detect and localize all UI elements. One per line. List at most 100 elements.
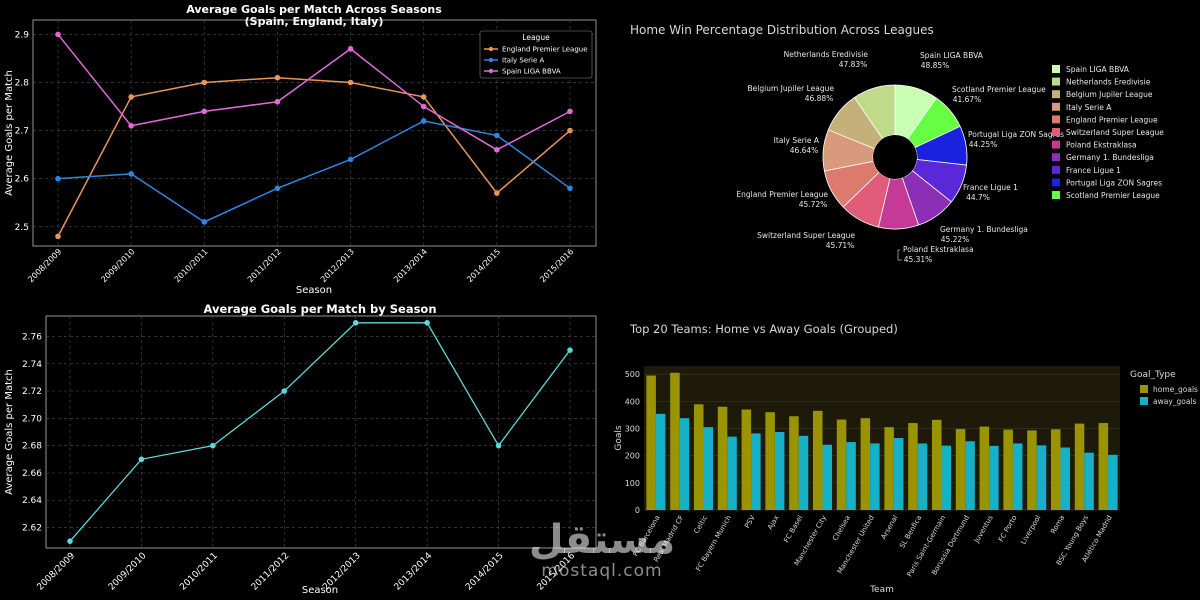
chart-2: Home Win Percentage Distribution Across … — [630, 23, 1164, 264]
bar — [908, 423, 918, 510]
data-point — [201, 108, 208, 115]
data-point — [55, 233, 61, 240]
legend-label: home_goals — [1153, 385, 1198, 394]
bar — [774, 432, 785, 510]
bar — [693, 404, 704, 510]
bar — [965, 441, 975, 510]
series-line — [57, 33, 571, 151]
slice-percent: 45.71% — [826, 241, 855, 250]
label-leader-line — [897, 249, 902, 261]
bar — [846, 442, 856, 510]
slice-label: England Premier League — [736, 190, 828, 199]
data-point — [420, 103, 427, 110]
data-point — [494, 132, 500, 139]
chart-title: Average Goals per Match Across Seasons — [186, 3, 442, 16]
x-tick-label: Ajax — [766, 514, 781, 531]
legend-swatch — [1140, 397, 1148, 405]
y-tick-label: 2.9 — [15, 30, 30, 40]
data-point — [274, 98, 281, 105]
y-tick-label: 2.72 — [22, 387, 42, 397]
data-point — [424, 320, 430, 326]
slice-percent: 45.72% — [799, 200, 828, 209]
legend-label: Netherlands Eredivisie — [1066, 78, 1151, 87]
slice-percent: 47.83% — [839, 60, 868, 69]
bar — [1074, 423, 1085, 510]
data-point — [281, 388, 288, 394]
bar — [1050, 429, 1061, 510]
bar — [989, 445, 999, 510]
slice-label: Poland Ekstraklasa — [903, 245, 974, 254]
data-point — [210, 442, 216, 449]
x-tick-label: 2015/2016 — [538, 247, 575, 284]
slice-label: Netherlands Eredivisie — [784, 50, 869, 59]
legend-label: Portugal Liga ZON Sagres — [1066, 178, 1162, 187]
legend-label: Italy Serie A — [1066, 103, 1112, 112]
bar — [679, 418, 690, 510]
legend-label: Poland Ekstraklasa — [1066, 141, 1137, 150]
chart-3: 2.62 2.64 2.66 2.68 2.70 2.72 2.74 2.76 2008/200… — [4, 302, 597, 596]
y-axis-label: Average Goals per Match — [4, 70, 15, 196]
plot-background — [644, 366, 1120, 510]
legend-label: England Premier League — [502, 46, 588, 54]
bar — [836, 419, 847, 510]
y-tick-label: 2.66 — [22, 469, 42, 479]
data-point — [420, 94, 427, 100]
x-tick-label: Liverpool — [1019, 514, 1042, 546]
data-point — [567, 347, 573, 353]
legend: League England Premier League Italy Serie … — [479, 30, 593, 79]
data-point — [567, 127, 573, 134]
chart-4: Top 20 Teams: Home vs Away Goals (Groupe… — [614, 322, 1198, 595]
slice-percent: 41.67% — [953, 95, 982, 104]
legend-label: Germany 1. Bundesliga — [1066, 153, 1154, 162]
slice-label: France Ligue 1 — [963, 183, 1018, 192]
x-tick-label: 2009/2010 — [107, 551, 149, 593]
bar — [646, 375, 656, 510]
slice-percent: 44.25% — [969, 140, 998, 149]
slice-percent: 48.85% — [921, 61, 950, 70]
donut-hole — [873, 135, 917, 179]
bar — [1098, 423, 1109, 510]
watermark-latin: mostaql.com — [541, 561, 663, 581]
y-tick-label: 300 — [625, 424, 640, 433]
bar — [860, 418, 871, 510]
bar — [812, 410, 823, 510]
x-tick-label: FC Porto — [997, 514, 1019, 543]
bar — [727, 436, 737, 510]
x-tick-label: Chelsea — [831, 514, 852, 542]
x-tick-label: SL Benfica — [898, 514, 923, 550]
x-tick-label: Celtic — [692, 514, 709, 535]
legend-swatch — [1052, 191, 1060, 199]
x-axis-label: Season — [296, 285, 332, 296]
bar — [822, 444, 833, 510]
bar — [941, 445, 952, 510]
x-tick-label: PSV — [743, 514, 757, 530]
legend-label: England Premier League — [1066, 115, 1158, 124]
x-tick-label: 2008/2009 — [26, 247, 63, 284]
chart-1: 2.5 2.6 2.7 2.8 2.9 2008/2009 2009/2010 2010/20… — [4, 3, 597, 296]
x-tick-label: 2010/2011 — [178, 551, 220, 593]
chart-title: Average Goals per Match by Season — [203, 302, 436, 316]
legend-swatch — [1052, 153, 1060, 162]
x-tick-label: 2013/2014 — [392, 247, 429, 284]
data-point — [420, 118, 427, 124]
data-point — [567, 185, 573, 192]
data-point — [352, 320, 359, 326]
data-point — [347, 79, 354, 86]
bar — [1027, 430, 1037, 510]
legend-marker — [488, 57, 494, 63]
bar — [1060, 447, 1071, 510]
bar — [751, 433, 761, 510]
x-tick-label: 2014/2015 — [465, 247, 502, 284]
bar — [931, 419, 942, 510]
y-tick-label: 2.62 — [22, 524, 42, 534]
x-tick-label: 2014/2015 — [464, 551, 506, 593]
chart-title: Top 20 Teams: Home vs Away Goals (Groupe… — [629, 322, 898, 336]
bar — [1003, 429, 1013, 510]
legend-title: Goal_Type — [1130, 370, 1176, 380]
slice-label: Portugal Liga ZON Sagres — [968, 130, 1064, 139]
watermark-arabic: مستقل — [528, 517, 676, 563]
x-tick-label: Juventus — [972, 514, 995, 545]
y-tick-label: 400 — [625, 397, 640, 406]
y-axis-label: Average Goals per Match — [4, 369, 15, 495]
